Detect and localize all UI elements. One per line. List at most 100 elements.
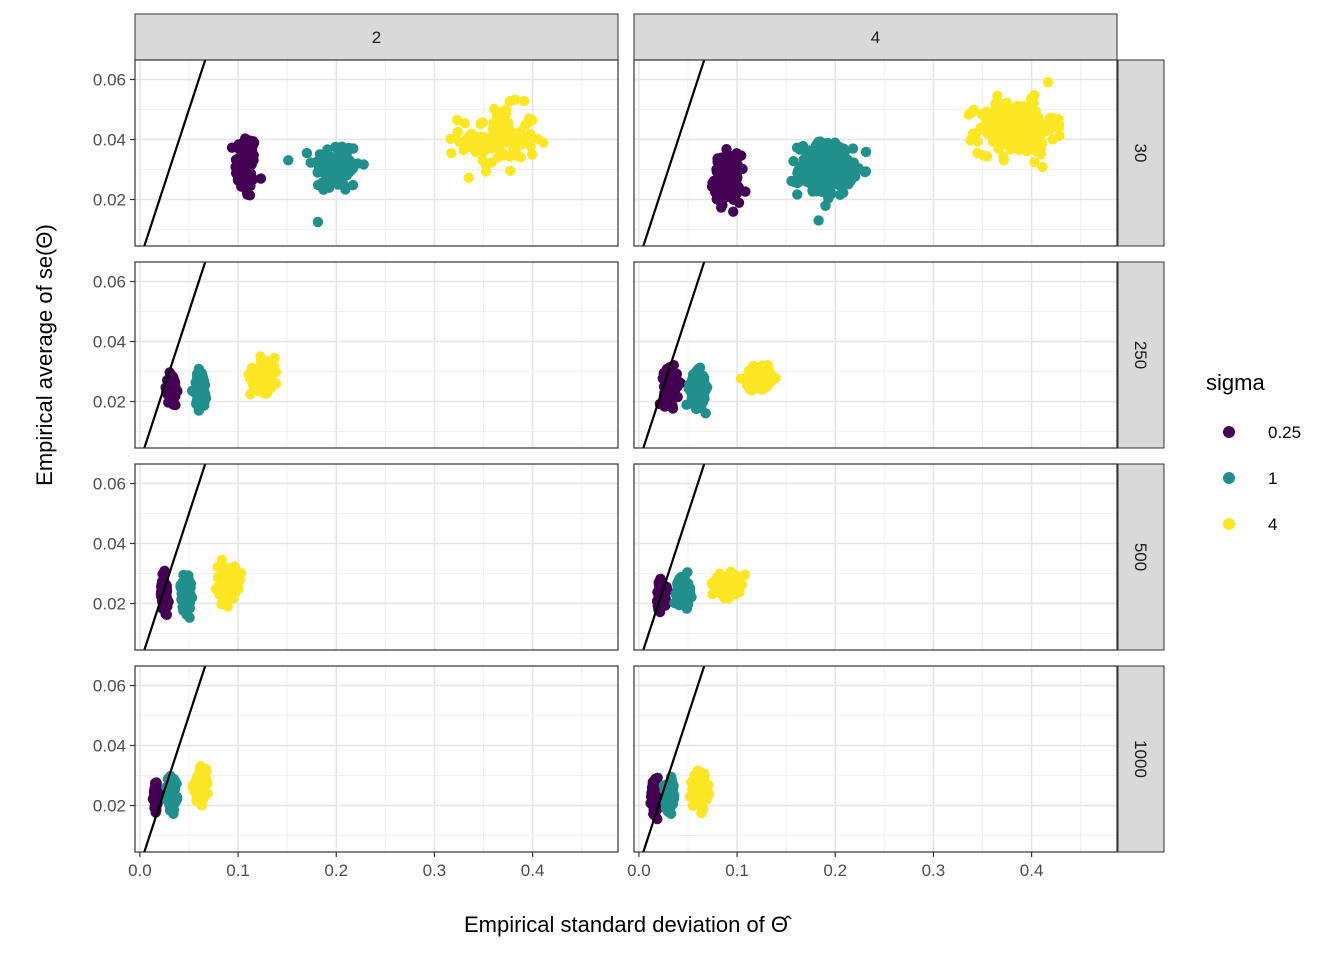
- data-point-sigma-1: [322, 144, 333, 155]
- legend-label-1: 1: [1268, 469, 1277, 488]
- data-point-sigma-4: [1024, 142, 1035, 153]
- data-point-sigma-1: [850, 171, 861, 182]
- data-point-sigma-1: [834, 141, 845, 152]
- data-point-sigma-1: [834, 189, 846, 200]
- data-point-sigma-4: [1008, 113, 1019, 124]
- data-point-sigma-1: [312, 179, 324, 191]
- data-point-sigma-4: [193, 785, 204, 796]
- panel-grid: 2 43025050010000.020.040.060.020.040.060.…: [93, 13, 1165, 880]
- data-point-sigma-0.25: [723, 191, 734, 202]
- data-point-sigma-4: [463, 172, 474, 183]
- data-point-sigma-0.25: [716, 184, 727, 196]
- data-point-sigma-4: [1035, 149, 1047, 160]
- data-point-sigma-4: [972, 147, 983, 159]
- data-point-sigma-4: [1026, 104, 1037, 115]
- identity-reference-line: [642, 666, 706, 852]
- data-point-sigma-0.25: [255, 173, 267, 184]
- data-point-sigma-0.25: [740, 186, 751, 197]
- x-tick-label: 0.2: [823, 861, 847, 880]
- data-point-sigma-4: [515, 126, 526, 137]
- identity-reference-line: [642, 262, 706, 448]
- panel-background: [135, 666, 618, 852]
- data-point-sigma-4: [997, 107, 1008, 119]
- points: [645, 765, 715, 825]
- data-point-sigma-1: [196, 368, 207, 379]
- data-point-sigma-4: [480, 160, 492, 171]
- points: [654, 360, 781, 419]
- panel-4-30: [633, 59, 1118, 247]
- data-point-sigma-1: [312, 216, 324, 228]
- panel-border: [134, 665, 619, 853]
- legend-label-4: 4: [1268, 515, 1277, 534]
- data-point-sigma-1: [167, 799, 178, 810]
- data-point-sigma-0.25: [167, 390, 178, 402]
- data-point-sigma-0.25: [733, 197, 745, 208]
- data-point-sigma-1: [820, 179, 832, 191]
- data-point-sigma-1: [167, 781, 178, 792]
- data-point-sigma-4: [1035, 136, 1046, 147]
- data-point-sigma-1: [167, 789, 178, 800]
- x-tick-label: 0.3: [423, 861, 447, 880]
- x-axis-title: Empirical standard deviation of Θ̂: [464, 912, 792, 937]
- data-point-sigma-4: [268, 378, 279, 390]
- legend-label-0.25: 0.25: [1268, 423, 1301, 442]
- y-tick-label: 0.04: [93, 333, 126, 352]
- y-tick-label: 0.02: [93, 393, 126, 412]
- data-point-sigma-4: [193, 776, 204, 788]
- data-point-sigma-0.25: [150, 783, 162, 794]
- data-point-sigma-4: [196, 800, 207, 811]
- panel-background: [135, 60, 618, 246]
- data-point-sigma-1: [832, 175, 843, 186]
- legend-key-0.25: [1223, 426, 1235, 438]
- data-point-sigma-4: [493, 125, 504, 136]
- data-point-sigma-0.25: [649, 782, 660, 793]
- data-point-sigma-4: [446, 148, 457, 159]
- data-point-sigma-1: [283, 155, 294, 166]
- panel-background: [634, 666, 1117, 852]
- panel-border: [134, 261, 619, 449]
- panel-border: [134, 463, 619, 651]
- data-point-sigma-4: [526, 149, 538, 160]
- identity-reference-line: [642, 464, 706, 650]
- facet-label-row-1000: 1000: [1131, 740, 1150, 778]
- data-point-sigma-0.25: [248, 155, 259, 166]
- data-point-sigma-4: [707, 588, 718, 600]
- x-tick-label: 0.0: [128, 861, 152, 880]
- points: [651, 566, 751, 618]
- data-point-sigma-4: [1054, 130, 1065, 142]
- legend-key-1: [1223, 472, 1235, 484]
- data-point-sigma-4: [1044, 113, 1055, 124]
- data-point-sigma-1: [331, 151, 342, 162]
- points: [226, 94, 549, 228]
- y-tick-label: 0.04: [93, 535, 126, 554]
- data-point-sigma-1: [684, 583, 696, 594]
- data-point-sigma-4: [222, 601, 233, 612]
- y-axis-title: Empirical average of se(Θ): [32, 224, 57, 486]
- data-point-sigma-4: [690, 796, 701, 807]
- panel-border: [633, 463, 1118, 651]
- data-point-sigma-4: [968, 104, 979, 116]
- data-point-sigma-4: [718, 578, 729, 589]
- data-point-sigma-0.25: [721, 144, 732, 155]
- data-point-sigma-4: [758, 380, 769, 392]
- data-point-sigma-0.25: [728, 161, 739, 172]
- data-point-sigma-1: [344, 155, 355, 166]
- x-tick-label: 0.0: [627, 861, 651, 880]
- y-tick-label: 0.06: [93, 71, 126, 90]
- data-point-sigma-4: [692, 765, 704, 776]
- y-tick-label: 0.06: [93, 273, 126, 292]
- data-point-sigma-1: [323, 182, 335, 193]
- x-tick-label: 0.4: [1020, 861, 1044, 880]
- panel-4-250: [633, 261, 1118, 449]
- data-point-sigma-4: [451, 114, 463, 126]
- panel-border: [633, 59, 1118, 247]
- data-point-sigma-4: [965, 135, 976, 146]
- legend-title: sigma: [1206, 370, 1265, 395]
- data-point-sigma-4: [718, 587, 729, 598]
- data-point-sigma-1: [191, 398, 202, 410]
- data-point-sigma-4: [997, 139, 1008, 150]
- facet-strip-row-250: [1117, 261, 1165, 449]
- points: [706, 77, 1065, 226]
- data-point-sigma-1: [673, 587, 684, 598]
- data-point-sigma-4: [1046, 122, 1058, 133]
